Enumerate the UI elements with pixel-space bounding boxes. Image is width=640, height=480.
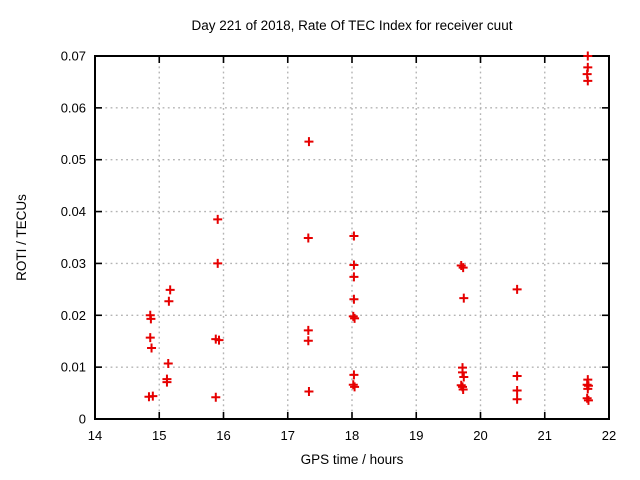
data-point [458, 384, 468, 394]
data-point [145, 333, 155, 343]
data-point [456, 261, 466, 271]
x-tick-label: 22 [602, 428, 616, 443]
data-point [512, 371, 522, 381]
axes [94, 55, 610, 420]
y-tick-label: 0.07 [61, 49, 86, 64]
data-point [304, 137, 314, 147]
data-point [512, 284, 522, 294]
data-point [349, 294, 359, 304]
data-point [146, 314, 156, 324]
data-point [303, 233, 313, 243]
data-point [512, 385, 522, 395]
data-point [349, 272, 359, 282]
data-point [148, 391, 158, 401]
data-point [163, 359, 173, 369]
data-point [349, 260, 359, 270]
data-point [303, 336, 313, 346]
y-tick-label: 0.01 [61, 360, 86, 375]
y-tick-label: 0.05 [61, 152, 86, 167]
data-point [583, 384, 593, 394]
data-point [512, 394, 522, 404]
data-point [350, 382, 360, 392]
data-points [144, 51, 593, 405]
data-point [162, 377, 172, 387]
chart-title: Day 221 of 2018, Rate Of TEC Index for r… [192, 18, 513, 33]
data-point [147, 343, 157, 353]
x-tick-label: 20 [473, 428, 487, 443]
y-tick-label: 0.04 [61, 204, 86, 219]
data-point [304, 387, 314, 397]
x-tick-label: 19 [409, 428, 423, 443]
data-point [164, 296, 174, 306]
data-point [348, 311, 358, 321]
x-tick-label: 17 [281, 428, 295, 443]
data-point [349, 231, 359, 241]
data-point [211, 392, 221, 402]
data-point [582, 393, 592, 403]
y-tick-label: 0.06 [61, 100, 86, 115]
data-point [458, 367, 468, 377]
data-point [349, 370, 359, 380]
data-point [458, 263, 468, 273]
y-tick-label: 0 [79, 412, 86, 427]
x-tick-label: 21 [538, 428, 552, 443]
data-point [214, 335, 224, 345]
y-tick-label: 0.02 [61, 308, 86, 323]
x-tick-label: 15 [152, 428, 166, 443]
x-tick-label: 16 [216, 428, 230, 443]
data-point [213, 258, 223, 268]
data-point [165, 285, 175, 295]
data-point [303, 325, 313, 335]
data-point [583, 76, 593, 86]
y-axis-label: ROTI / TECUs [14, 194, 29, 281]
data-point [213, 214, 223, 224]
x-tick-label: 18 [345, 428, 359, 443]
data-point [583, 51, 593, 61]
x-tick-labels: 14 15 16 17 18 19 20 21 22 [88, 428, 616, 443]
y-tick-label: 0.03 [61, 256, 86, 271]
data-point [350, 313, 360, 323]
data-point [583, 395, 593, 405]
x-axis-label: GPS time / hours [301, 452, 404, 467]
y-tick-labels: 0 0.01 0.02 0.03 0.04 0.05 0.06 0.07 [61, 49, 86, 427]
data-point [348, 380, 358, 390]
data-point [459, 293, 469, 303]
data-point [459, 372, 469, 382]
gridlines [95, 56, 609, 419]
x-tick-label: 14 [88, 428, 102, 443]
data-point [456, 380, 466, 390]
